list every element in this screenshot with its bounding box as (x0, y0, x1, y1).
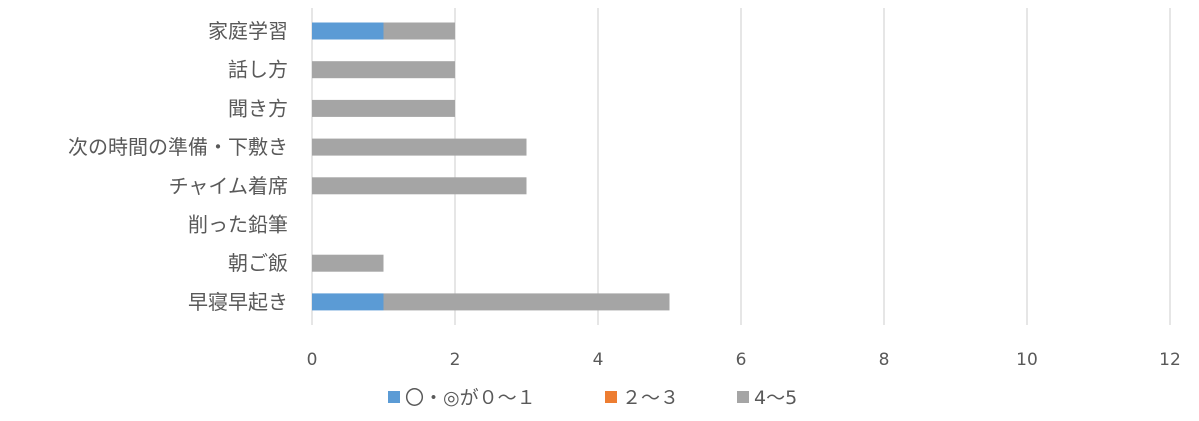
x-tick-label: 8 (879, 350, 890, 370)
category-label: チャイム着席 (169, 174, 288, 198)
category-label: 次の時間の準備・下敷き (68, 135, 288, 159)
bar-segment (312, 254, 384, 272)
category-label: 早寝早起き (188, 290, 288, 314)
category-label: 聞き方 (228, 96, 288, 120)
legend: 〇・◎が０～１ ２～３ 4〜5 (388, 387, 797, 409)
bar-segment (312, 99, 455, 117)
x-tick-label: 0 (307, 350, 318, 370)
x-tick-label: 6 (736, 350, 747, 370)
category-label: 朝ご飯 (228, 251, 288, 275)
legend-label: 〇・◎が０～１ (405, 387, 536, 409)
bar-segment (312, 61, 455, 79)
x-tick-label: 4 (593, 350, 604, 370)
x-tick-labels: 0 2 4 6 8 10 12 (307, 350, 1181, 370)
bar-segment (312, 293, 384, 311)
legend-swatch (388, 391, 400, 403)
bars (312, 22, 670, 311)
bar-segment (312, 177, 527, 195)
legend-label: ２～３ (622, 387, 679, 409)
legend-label: 4〜5 (754, 387, 797, 409)
category-label: 家庭学習 (208, 19, 288, 43)
bar-segment (312, 138, 527, 156)
bar-segment (312, 22, 384, 40)
bar-segment (383, 293, 670, 311)
legend-swatch (605, 391, 617, 403)
x-tick-label: 10 (1016, 350, 1038, 370)
x-tick-label: 2 (450, 350, 461, 370)
bar-segment (383, 22, 455, 40)
category-label: 話し方 (228, 58, 288, 82)
x-tick-label: 12 (1159, 350, 1181, 370)
legend-swatch (737, 391, 749, 403)
gridlines (311, 8, 1171, 325)
category-label: 削った鉛筆 (188, 213, 288, 237)
